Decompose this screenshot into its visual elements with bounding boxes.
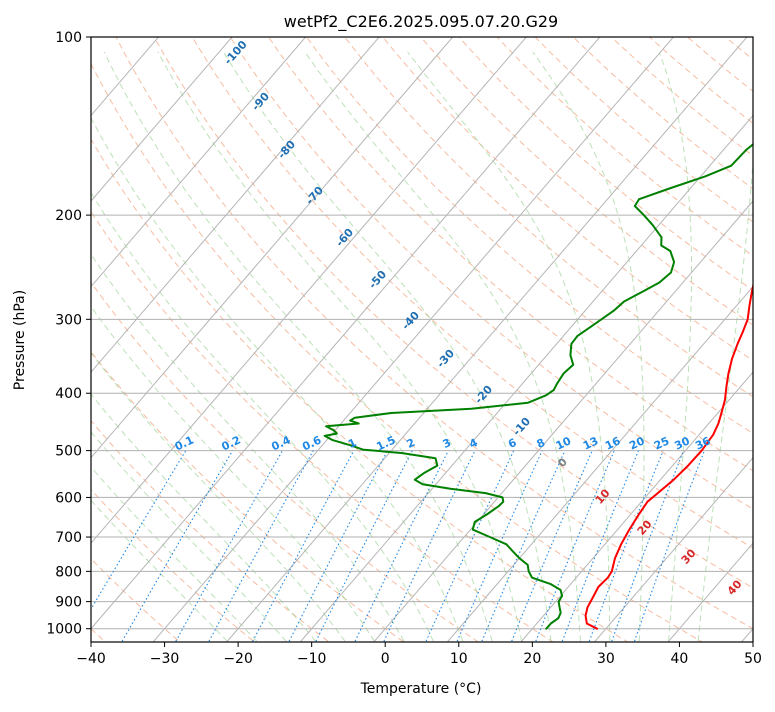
y-tick-label: 1000 bbox=[46, 622, 82, 638]
x-tick-label: 20 bbox=[523, 651, 541, 667]
y-tick-label: 600 bbox=[55, 490, 82, 506]
x-tick-label: 0 bbox=[381, 651, 390, 667]
x-tick-label: −40 bbox=[76, 651, 106, 667]
x-tick-label: 40 bbox=[671, 651, 689, 667]
x-axis-label: Temperature (°C) bbox=[360, 681, 482, 697]
x-tick-label: −20 bbox=[223, 651, 253, 667]
x-tick-label: 10 bbox=[450, 651, 468, 667]
chart-title: wetPf2_C2E6.2025.095.07.20.G29 bbox=[284, 12, 558, 32]
x-tick-label: −30 bbox=[150, 651, 180, 667]
y-tick-label: 800 bbox=[55, 564, 82, 580]
y-tick-label: 400 bbox=[55, 386, 82, 402]
y-tick-label: 100 bbox=[55, 30, 82, 46]
y-tick-label: 700 bbox=[55, 530, 82, 546]
y-tick-label: 200 bbox=[55, 208, 82, 224]
x-tick-label: −10 bbox=[297, 651, 327, 667]
y-tick-label: 500 bbox=[55, 444, 82, 460]
y-axis-label: Pressure (hPa) bbox=[12, 290, 28, 390]
y-tick-label: 300 bbox=[55, 312, 82, 328]
y-tick-label: 900 bbox=[55, 595, 82, 611]
x-tick-label: 30 bbox=[597, 651, 615, 667]
x-tick-label: 50 bbox=[744, 651, 762, 667]
